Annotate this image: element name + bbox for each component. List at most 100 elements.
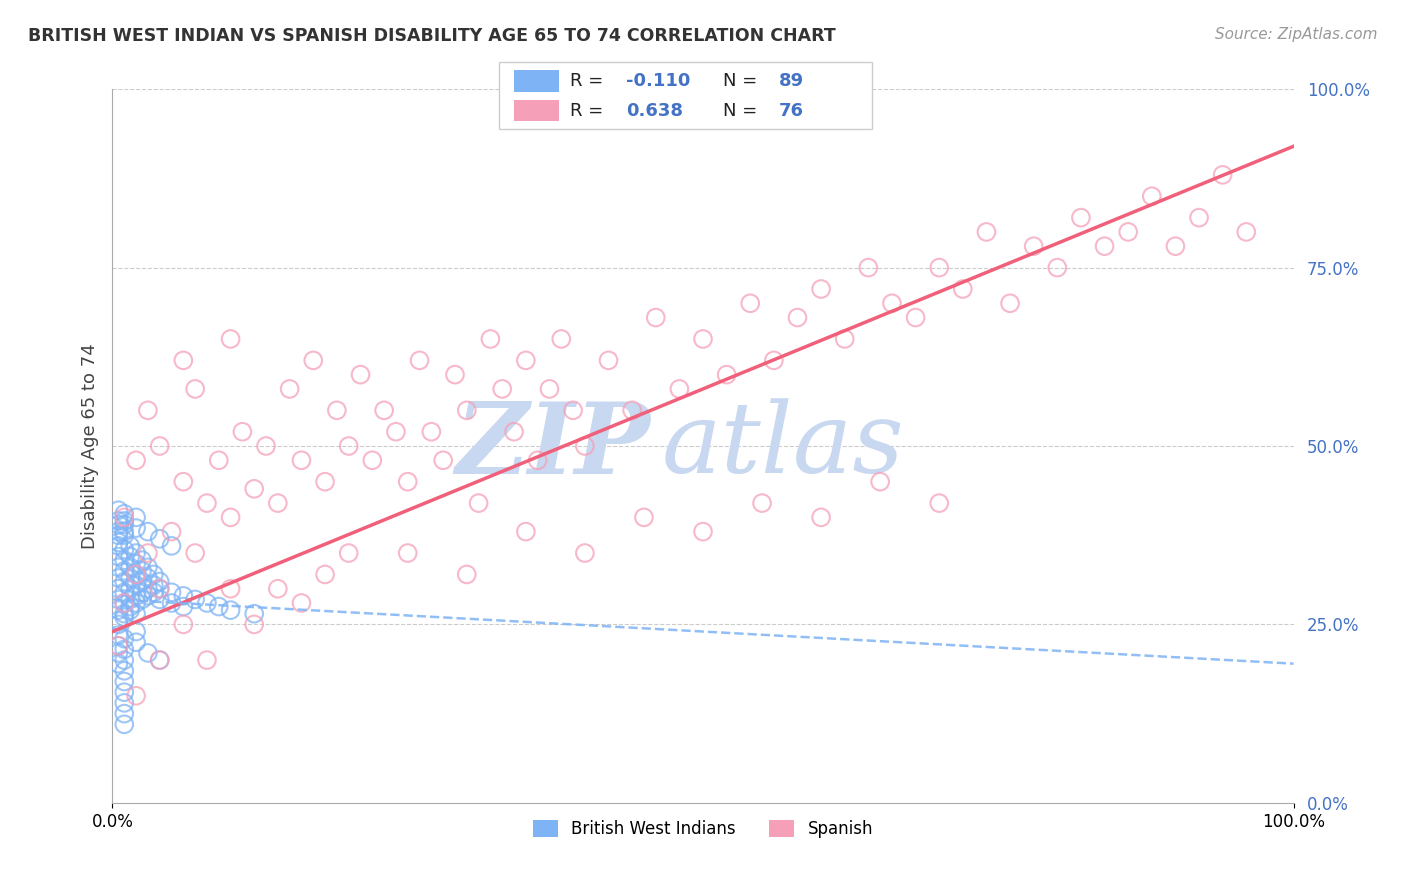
Point: [515, 524, 537, 539]
Point: [112, 585, 135, 599]
Point: [751, 496, 773, 510]
Bar: [515, 70, 558, 92]
Point: [184, 546, 207, 560]
Point: [526, 453, 548, 467]
Point: [1212, 168, 1234, 182]
Point: [112, 553, 135, 567]
Point: [668, 382, 690, 396]
Point: [408, 353, 430, 368]
Text: Source: ZipAtlas.com: Source: ZipAtlas.com: [1215, 27, 1378, 42]
Point: [107, 617, 129, 632]
Point: [1070, 211, 1092, 225]
Point: [112, 706, 135, 721]
Point: [112, 664, 135, 678]
Text: 76: 76: [779, 102, 804, 120]
Point: [184, 592, 207, 607]
Point: [254, 439, 277, 453]
Point: [1164, 239, 1187, 253]
Point: [149, 532, 172, 546]
Point: [621, 403, 644, 417]
Text: R =: R =: [569, 102, 609, 120]
Point: [149, 653, 172, 667]
Text: ZIP: ZIP: [456, 398, 650, 494]
Point: [243, 607, 266, 621]
Point: [136, 571, 159, 585]
Point: [716, 368, 738, 382]
Point: [112, 596, 135, 610]
Point: [149, 653, 172, 667]
Point: [120, 560, 142, 574]
Point: [107, 657, 129, 671]
Point: [107, 639, 129, 653]
Point: [107, 539, 129, 553]
Text: -0.110: -0.110: [626, 72, 690, 90]
Point: [326, 403, 349, 417]
Point: [120, 549, 142, 564]
Point: [120, 603, 142, 617]
Point: [998, 296, 1021, 310]
Point: [928, 496, 950, 510]
Point: [762, 353, 785, 368]
Point: [869, 475, 891, 489]
Point: [107, 582, 129, 596]
Text: N =: N =: [723, 72, 762, 90]
Point: [120, 599, 142, 614]
FancyBboxPatch shape: [499, 62, 872, 129]
Point: [136, 403, 159, 417]
Point: [125, 557, 148, 571]
Point: [136, 524, 159, 539]
Bar: [515, 100, 558, 121]
Text: BRITISH WEST INDIAN VS SPANISH DISABILITY AGE 65 TO 74 CORRELATION CHART: BRITISH WEST INDIAN VS SPANISH DISABILIT…: [28, 27, 837, 45]
Point: [136, 582, 159, 596]
Point: [112, 507, 135, 521]
Point: [184, 382, 207, 396]
Point: [444, 368, 467, 382]
Point: [952, 282, 974, 296]
Point: [142, 585, 165, 599]
Point: [142, 578, 165, 592]
Point: [112, 610, 135, 624]
Point: [112, 685, 135, 699]
Point: [107, 517, 129, 532]
Point: [834, 332, 856, 346]
Text: atlas: atlas: [662, 399, 904, 493]
Point: [172, 475, 194, 489]
Point: [107, 614, 129, 628]
Point: [432, 453, 454, 467]
Point: [219, 582, 242, 596]
Point: [112, 524, 135, 539]
Point: [243, 617, 266, 632]
Point: [120, 582, 142, 596]
Point: [810, 510, 832, 524]
Point: [112, 510, 135, 524]
Point: [491, 382, 513, 396]
Point: [112, 653, 135, 667]
Text: R =: R =: [569, 72, 609, 90]
Point: [456, 567, 478, 582]
Point: [385, 425, 408, 439]
Point: [125, 589, 148, 603]
Point: [644, 310, 666, 325]
Point: [125, 689, 148, 703]
Point: [160, 524, 183, 539]
Point: [420, 425, 443, 439]
Point: [740, 296, 762, 310]
Point: [692, 524, 714, 539]
Point: [107, 592, 129, 607]
Point: [125, 635, 148, 649]
Point: [112, 696, 135, 710]
Point: [112, 517, 135, 532]
Point: [107, 639, 129, 653]
Point: [314, 567, 336, 582]
Text: 0.638: 0.638: [626, 102, 683, 120]
Point: [456, 403, 478, 417]
Point: [107, 603, 129, 617]
Point: [149, 582, 172, 596]
Point: [290, 453, 312, 467]
Point: [136, 546, 159, 560]
Point: [112, 542, 135, 557]
Point: [136, 560, 159, 574]
Point: [125, 453, 148, 467]
Point: [1046, 260, 1069, 275]
Point: [810, 282, 832, 296]
